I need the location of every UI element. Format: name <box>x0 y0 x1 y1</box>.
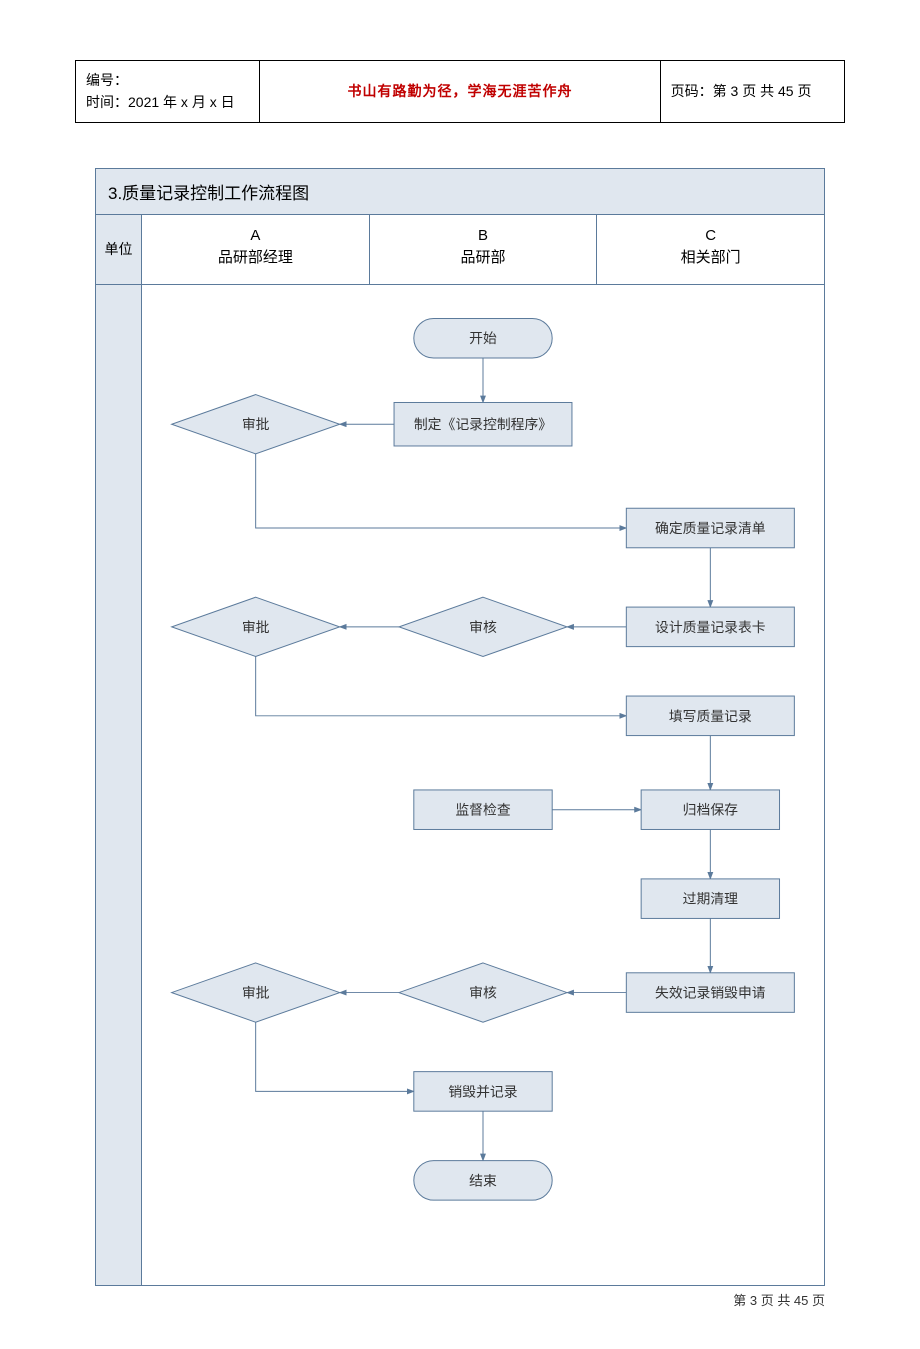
flowchart-container: 3.质量记录控制工作流程图 单位 A 品研部经理 B 品研部 C 相关部门 开始… <box>95 168 825 1286</box>
flow-body: 开始制定《记录控制程序》审批确定质量记录清单设计质量记录表卡审核审批填写质量记录… <box>96 285 824 1285</box>
header-center: 书山有路勤为径，学海无涯苦作舟 <box>260 61 660 123</box>
node-destroy_req: 失效记录销毁申请 <box>626 973 794 1013</box>
node-list: 确定质量记录清单 <box>626 508 794 548</box>
header-right: 页码：第 3 页 共 45 页 <box>660 61 844 123</box>
node-fill: 填写质量记录 <box>626 696 794 736</box>
flowchart-svg: 开始制定《记录控制程序》审批确定质量记录清单设计质量记录表卡审核审批填写质量记录… <box>142 285 824 1285</box>
node-end: 结束 <box>414 1160 552 1200</box>
svg-text:审批: 审批 <box>242 416 270 432</box>
svg-text:结束: 结束 <box>469 1172 497 1188</box>
swimlane-header: 单位 A 品研部经理 B 品研部 C 相关部门 <box>96 215 824 285</box>
lane-name: 相关部门 <box>597 247 824 270</box>
svg-text:审批: 审批 <box>242 984 270 1000</box>
node-approve1: 审批 <box>172 394 340 453</box>
lane-letter: B <box>370 225 597 248</box>
lane-letter: A <box>142 225 369 248</box>
node-archive: 归档保存 <box>641 790 779 830</box>
svg-text:设计质量记录表卡: 设计质量记录表卡 <box>655 619 766 635</box>
svg-text:归档保存: 归档保存 <box>683 801 738 817</box>
page-header: 编号： 时间：2021 年 x 月 x 日 书山有路勤为径，学海无涯苦作舟 页码… <box>75 60 845 123</box>
svg-text:确定质量记录清单: 确定质量记录清单 <box>655 520 766 536</box>
svg-text:失效记录销毁申请: 失效记录销毁申请 <box>655 984 766 1000</box>
header-left: 编号： 时间：2021 年 x 月 x 日 <box>76 61 260 123</box>
svg-text:开始: 开始 <box>469 330 497 346</box>
svg-text:过期清理: 过期清理 <box>683 890 738 906</box>
svg-text:销毁并记录: 销毁并记录 <box>448 1083 517 1099</box>
svg-text:监督检查: 监督检查 <box>455 801 510 817</box>
lane-name: 品研部经理 <box>142 247 369 270</box>
node-audit1: 审核 <box>399 597 567 656</box>
page-footer: 第 3 页 共 45 页 <box>75 1286 845 1309</box>
node-design: 设计质量记录表卡 <box>626 607 794 647</box>
node-destroy: 销毁并记录 <box>414 1071 552 1111</box>
svg-text:制定《记录控制程序》: 制定《记录控制程序》 <box>414 416 552 432</box>
lane-letter: C <box>597 225 824 248</box>
time-label: 时间：2021 年 x 月 x 日 <box>86 91 249 113</box>
svg-text:审核: 审核 <box>469 619 497 635</box>
lane-col-a: A 品研部经理 <box>142 215 369 284</box>
node-start: 开始 <box>414 318 552 358</box>
flow-canvas: 开始制定《记录控制程序》审批确定质量记录清单设计质量记录表卡审核审批填写质量记录… <box>142 285 824 1285</box>
flowchart-title: 3.质量记录控制工作流程图 <box>96 169 824 215</box>
lane-col-c: C 相关部门 <box>596 215 824 284</box>
flow-side <box>96 285 142 1285</box>
node-make: 制定《记录控制程序》 <box>394 402 572 445</box>
node-check: 监督检查 <box>414 790 552 830</box>
lane-unit-label: 单位 <box>96 215 142 284</box>
lane-col-b: B 品研部 <box>369 215 597 284</box>
node-clean: 过期清理 <box>641 879 779 919</box>
node-audit2: 审核 <box>399 963 567 1022</box>
serial-label: 编号： <box>86 69 249 91</box>
svg-text:审核: 审核 <box>469 984 497 1000</box>
node-approve3: 审批 <box>172 963 340 1022</box>
svg-text:审批: 审批 <box>242 619 270 635</box>
lane-name: 品研部 <box>370 247 597 270</box>
node-approve2: 审批 <box>172 597 340 656</box>
svg-text:填写质量记录: 填写质量记录 <box>669 708 752 724</box>
